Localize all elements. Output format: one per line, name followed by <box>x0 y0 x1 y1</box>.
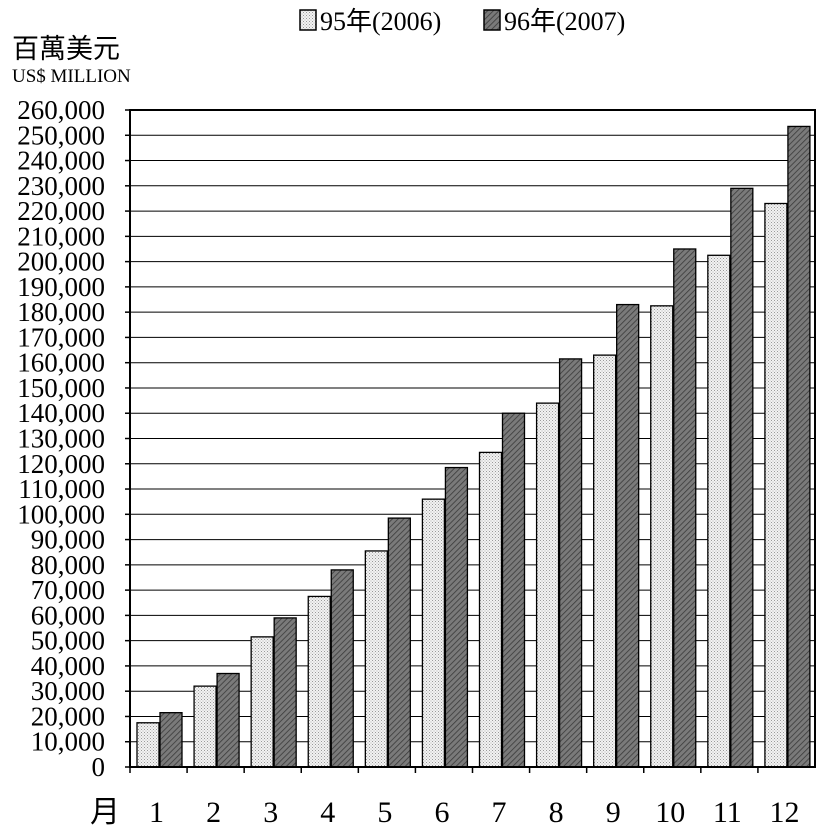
plot-border <box>129 109 816 768</box>
y-tick-label: 140,000 <box>17 398 105 428</box>
y-tick-label: 50,000 <box>31 626 105 656</box>
bar-2006-month-7 <box>478 451 503 768</box>
bar-2007-month-9 <box>616 303 640 768</box>
x-tick-label: 6 <box>434 796 449 829</box>
x-tick-label: 4 <box>320 796 335 829</box>
y-tick-label: 220,000 <box>17 196 105 226</box>
bar-2006-month-3 <box>250 636 274 768</box>
y-tick-label: 90,000 <box>31 525 105 555</box>
x-tick-label: 12 <box>769 796 799 829</box>
grid-lines <box>125 109 815 768</box>
bar-2007-month-4 <box>330 569 354 768</box>
bar-2006-month-6 <box>421 498 446 768</box>
bar-2007-month-12 <box>787 125 811 768</box>
bar-2007-month-6 <box>444 466 469 768</box>
bar-2006-month-8 <box>535 402 560 768</box>
bar-2006-month-9 <box>593 354 617 768</box>
x-tick-label: 1 <box>149 796 164 829</box>
y-tick-label: 110,000 <box>18 474 105 504</box>
legend-label-2006: 95年(2006) <box>320 7 441 36</box>
x-tick-label: 9 <box>606 796 621 829</box>
y-tick-label: 40,000 <box>31 651 105 681</box>
bar-2006-month-2 <box>193 685 217 768</box>
legend: 95年(2006) 96年(2007) <box>299 7 625 36</box>
bar-2007-month-11 <box>730 187 754 768</box>
plot-frame <box>129 109 816 768</box>
y-tick-label: 230,000 <box>17 171 105 201</box>
bar-2007-month-2 <box>216 672 240 768</box>
y-tick-label: 10,000 <box>31 727 105 757</box>
bar-2006-month-12 <box>764 202 788 768</box>
y-tick-label: 160,000 <box>17 348 105 378</box>
bars <box>136 125 811 768</box>
y-tick-label: 150,000 <box>17 373 105 403</box>
y-tick-label: 190,000 <box>17 272 105 302</box>
y-tick-label: 100,000 <box>17 499 105 529</box>
y-tick-label: 170,000 <box>17 322 105 352</box>
y-tick-label: 0 <box>92 752 106 782</box>
x-tick-label: 7 <box>492 796 507 829</box>
y-tick-label: 210,000 <box>17 221 105 251</box>
y-tick-label: 30,000 <box>31 676 105 706</box>
x-tick-label: 3 <box>263 796 278 829</box>
y-tick-label: 120,000 <box>17 449 105 479</box>
legend-swatch-2007 <box>483 9 501 31</box>
y-tick-labels: 010,00020,00030,00040,00050,00060,00070,… <box>17 95 105 782</box>
y-tick-label: 60,000 <box>31 600 105 630</box>
y-tick-label: 240,000 <box>17 146 105 176</box>
bar-2006-month-4 <box>307 595 331 768</box>
x-tick-label: 11 <box>713 796 742 829</box>
x-tick-label: 2 <box>206 796 221 829</box>
bar-2006-month-1 <box>136 722 160 768</box>
bar-2007-month-5 <box>387 517 411 768</box>
y-tick-label: 20,000 <box>31 701 105 731</box>
y-tick-label: 250,000 <box>17 120 105 150</box>
y-tick-label: 260,000 <box>17 95 105 125</box>
legend-label-2007: 96年(2007) <box>504 7 625 36</box>
bar-2007-month-7 <box>501 412 526 768</box>
bar-2006-month-10 <box>650 305 674 768</box>
x-tick-label: 8 <box>549 796 564 829</box>
bar-2006-month-5 <box>364 550 388 768</box>
bar-2006-month-11 <box>707 254 731 768</box>
y-tick-label: 70,000 <box>31 575 105 605</box>
x-axis-title: 月 <box>90 796 120 829</box>
y-tick-label: 80,000 <box>31 550 105 580</box>
y-tick-label: 130,000 <box>17 424 105 454</box>
bar-2007-month-3 <box>273 617 297 768</box>
bar-2007-month-8 <box>558 358 583 768</box>
legend-swatch-2006 <box>299 9 317 31</box>
x-tick-label: 10 <box>655 796 685 829</box>
bar-2007-month-10 <box>673 248 697 768</box>
y-tick-label: 200,000 <box>17 247 105 277</box>
bar-2007-month-1 <box>159 712 183 768</box>
y-tick-label: 180,000 <box>17 297 105 327</box>
y-axis-title-en: US$ MILLION <box>12 66 131 87</box>
x-tick-label: 5 <box>377 796 392 829</box>
y-axis-title-zh: 百萬美元 <box>12 34 120 64</box>
x-tick-labels: 1 2 3 4 5 6 7 8 9 10 11 12 <box>129 767 799 829</box>
